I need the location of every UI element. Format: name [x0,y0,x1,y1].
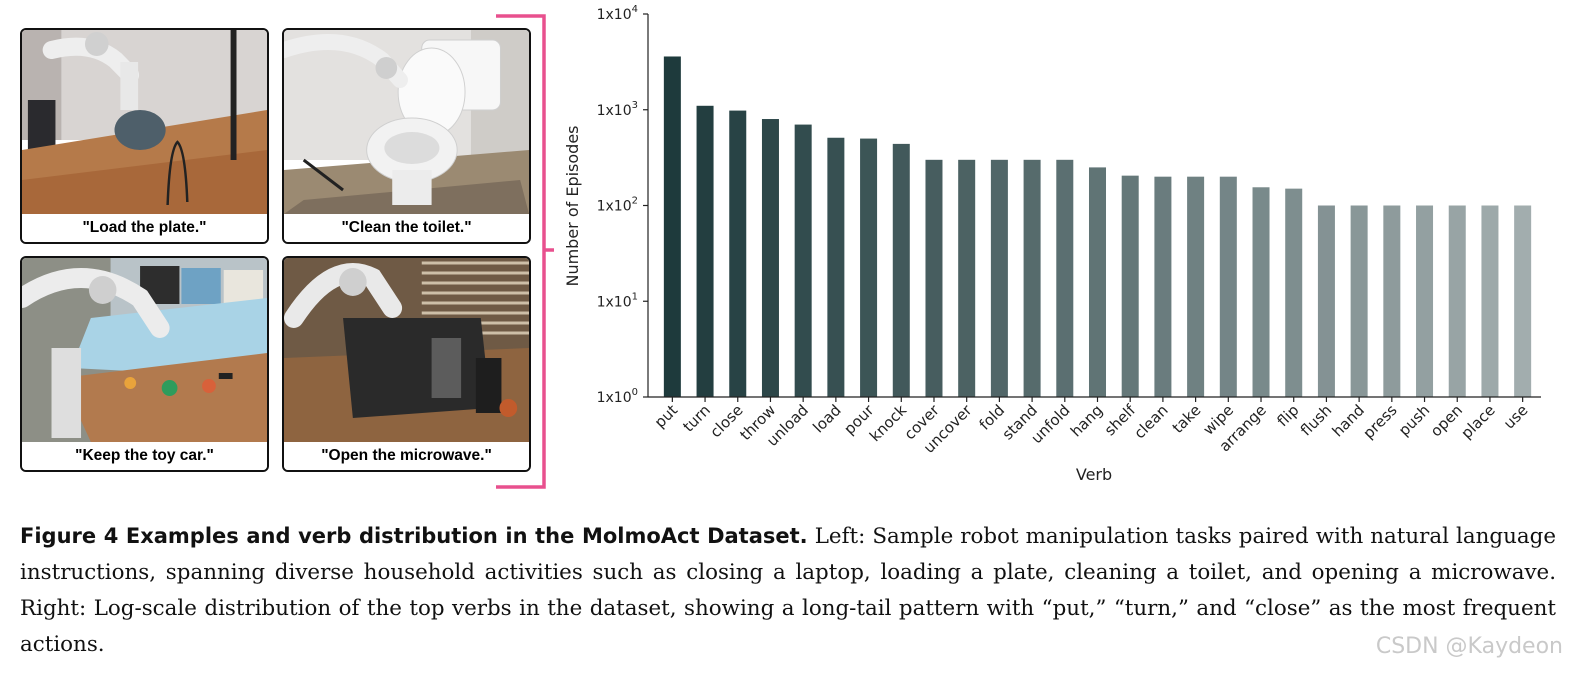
bar-pour [860,138,878,398]
panel-caption: "Keep the toy car." [22,442,267,470]
bar-take [1187,176,1205,397]
example-panel-open-microwave: "Open the microwave." [282,256,531,472]
bar-clean [1154,176,1172,397]
robot-photo-open-microwave [284,258,529,442]
x-tick-label: use [1500,401,1532,433]
watermark: CSDN @Kaydeon [1375,634,1563,659]
bar-hang [1088,167,1107,397]
x-tick-label: take [1169,401,1205,437]
bar-use [1514,205,1532,397]
x-tick-label: load [809,401,844,436]
bar-uncover [958,159,976,397]
bar-turn [696,105,714,397]
x-tick-label: put [651,401,681,431]
pink-bracket [496,14,554,489]
y-tick-label: 1x104 [597,4,638,23]
y-tick-label: 1x101 [597,291,638,310]
bar-flush [1317,205,1335,397]
example-panel-load-plate: "Load the plate." [20,28,269,244]
bar-open [1448,205,1466,397]
bar-cover [925,159,943,397]
panel-caption: "Open the microwave." [284,442,529,470]
x-axis-label: Verb [1076,465,1112,484]
panel-caption: "Load the plate." [22,214,267,242]
bar-flip [1285,188,1303,397]
bar-unfold [1056,159,1074,397]
x-tick-label: push [1395,401,1433,439]
x-tick-label: place [1458,401,1499,442]
robot-photo-load-plate [22,30,267,214]
example-panel-clean-toilet: "Clean the toilet." [282,28,531,244]
bar-fold [990,159,1008,397]
x-tick-label: hand [1329,401,1368,440]
figure-caption: Figure 4 Examples and verb distribution … [20,518,1556,663]
bar-place [1481,205,1499,397]
bar-knock [892,143,910,397]
x-tick-label: clean [1130,401,1171,442]
robot-photo-keep-toy-car [22,258,267,442]
x-tick-label: press [1359,401,1400,442]
bar-press [1383,205,1401,397]
bar-wipe [1219,176,1237,397]
robot-photo-clean-toilet [284,30,529,214]
bar-stand [1023,159,1041,397]
caption-body: Left: Sample robot manipulation tasks pa… [20,524,1556,657]
bar-close [729,110,747,398]
panel-caption: "Clean the toilet." [284,214,529,242]
y-axis-label: Number of Episodes [563,125,582,286]
bar-throw [761,119,779,397]
y-tick-label: 1x103 [597,100,638,119]
x-tick-label: flush [1297,401,1335,439]
bar-shelf [1121,175,1139,397]
y-tick-label: 1x100 [597,387,638,406]
bar-unload [794,124,812,398]
x-tick-label: open [1427,401,1466,440]
bar-hand [1350,205,1368,397]
bar-arrange [1252,187,1270,397]
caption-title: Figure 4 Examples and verb distribution … [20,524,808,548]
bar-push [1416,205,1434,397]
example-panel-keep-toy-car: "Keep the toy car." [20,256,269,472]
bar-load [827,137,845,397]
x-tick-label: hang [1067,401,1106,440]
x-tick-label: knock [866,401,910,445]
y-tick-label: 1x102 [597,196,638,215]
bar-put [663,56,681,397]
